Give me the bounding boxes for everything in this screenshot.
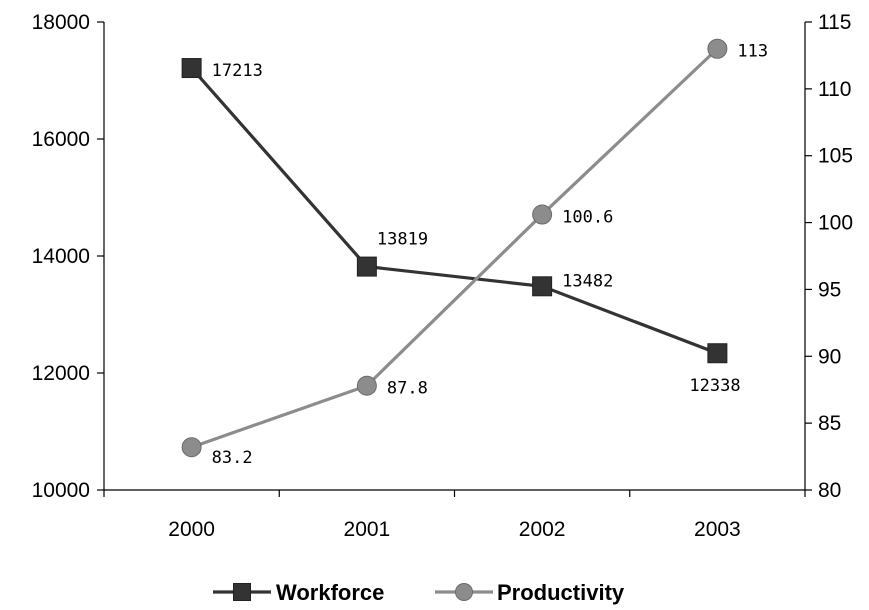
workforce-marker (532, 276, 553, 297)
workforce-data-label: 17213 (212, 61, 263, 81)
x-tick-label: 2003 (694, 518, 741, 541)
productivity-marker (356, 375, 377, 396)
legend-workforce-marker (233, 583, 251, 601)
y-left-tick-label: 16000 (32, 128, 90, 151)
legend-workforce-label: Workforce (276, 580, 384, 605)
workforce-data-label: 12338 (689, 376, 740, 396)
axes: 10000 12000 14000 16000 18000 80 85 90 95 100 105 1… (32, 11, 853, 541)
legend-productivity-marker (455, 583, 473, 601)
workforce-data-label: 13819 (377, 230, 428, 250)
workforce-data-label: 13482 (562, 271, 613, 291)
productivity-marker (532, 204, 553, 225)
productivity-data-label: 113 (737, 42, 768, 62)
y-left-tick-label: 18000 (32, 11, 90, 34)
x-tick-label: 2001 (344, 518, 391, 541)
productivity-marker (181, 437, 202, 458)
y-right-tick-label: 80 (818, 479, 841, 502)
y-left-tick-label: 12000 (32, 362, 90, 385)
y-right-tick-label: 95 (818, 278, 841, 301)
y-left-tick-label: 14000 (32, 245, 90, 268)
y-right-tick-label: 85 (818, 412, 841, 435)
legend-productivity-label: Productivity (497, 580, 625, 605)
legend: Workforce Productivity (213, 580, 625, 605)
y-right-tick-label: 105 (818, 145, 853, 168)
x-tick-label: 2000 (168, 518, 215, 541)
y-right-tick-label: 100 (818, 212, 853, 235)
y-right-tick-label: 110 (818, 78, 851, 101)
productivity-data-label: 100.6 (562, 208, 613, 228)
data-labels: 17213 13819 13482 12338 83.2 87.8 100.6 113 (212, 42, 768, 468)
workforce-line (190, 66, 718, 355)
productivity-data-label: 83.2 (212, 448, 253, 468)
workforce-marker (707, 343, 728, 364)
y-right-tick-label: 115 (818, 11, 851, 34)
productivity-data-label: 87.8 (387, 379, 428, 399)
productivity-marker (707, 38, 728, 59)
workforce-marker (181, 58, 202, 79)
x-tick-label: 2002 (519, 518, 566, 541)
productivity-line (191, 47, 719, 449)
y-right-tick-label: 90 (818, 345, 841, 368)
y-left-tick-label: 10000 (32, 479, 90, 502)
workforce-marker (356, 256, 377, 277)
series-layer (181, 38, 728, 458)
